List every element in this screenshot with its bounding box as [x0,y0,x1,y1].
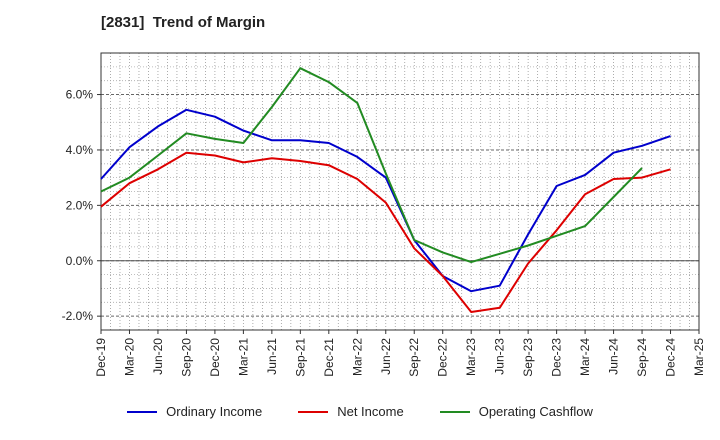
x-tick-label: Dec-19 [94,338,108,377]
legend-item-ordinary-income: Ordinary Income [127,404,262,419]
series-lines [100,67,671,313]
gridlines [101,53,699,330]
x-tick-label: Dec-23 [550,338,564,377]
series-line-ordinary-income [100,108,671,293]
x-tick-label: Jun-21 [265,338,279,375]
x-tick-label: Jun-24 [607,338,621,375]
y-tick-label: 2.0% [66,198,94,212]
x-tick-label: Sep-21 [293,338,307,377]
x-tick-label: Jun-22 [379,338,393,375]
x-tick-label: Sep-23 [521,338,535,377]
legend: Ordinary Income Net Income Operating Cas… [0,404,720,419]
x-tick-label: Mar-24 [578,338,592,376]
x-tick-label: Dec-24 [664,338,678,377]
x-tick-label: Dec-20 [208,338,222,377]
x-tick-label: Mar-20 [122,338,136,376]
legend-label-net-income: Net Income [337,404,404,419]
legend-item-net-income: Net Income [298,404,404,419]
tick-labels: 6.0% 4.0% 2.0% 0.0% -2.0% Dec-19 Mar-20 Jun-20 S… [62,88,706,377]
x-tick-label: Jun-20 [151,338,165,375]
legend-swatch-ordinary-income [127,410,158,413]
x-tick-label: Mar-23 [464,338,478,376]
legend-label-ordinary-income: Ordinary Income [166,404,263,419]
x-tick-label: Dec-22 [436,338,450,377]
plot-area [101,53,699,330]
series-line-operating-cashflow [100,67,643,264]
chart-title: [2831] Trend of Margin [101,14,266,31]
x-tick-label: Sep-22 [407,338,421,377]
legend-label-operating-cashflow: Operating Cashflow [478,404,593,419]
x-tick-label: Mar-22 [350,338,364,376]
x-tick-label: Sep-20 [179,338,193,377]
y-tick-label: 4.0% [66,143,94,157]
series-line-net-income [100,151,671,313]
x-tick-label: Mar-21 [236,338,250,376]
y-tick-label: -2.0% [62,309,94,323]
legend-item-operating-cashflow: Operating Cashflow [439,404,593,419]
x-tick-label: Mar-25 [692,338,706,376]
y-tick-label: 6.0% [66,88,94,102]
x-tick-label: Sep-24 [635,338,649,377]
legend-swatch-net-income [298,410,329,413]
y-tick-label: 0.0% [66,254,94,268]
x-tick-label: Dec-21 [322,338,336,377]
legend-swatch-operating-cashflow [439,410,470,413]
x-tick-label: Jun-23 [493,338,507,375]
